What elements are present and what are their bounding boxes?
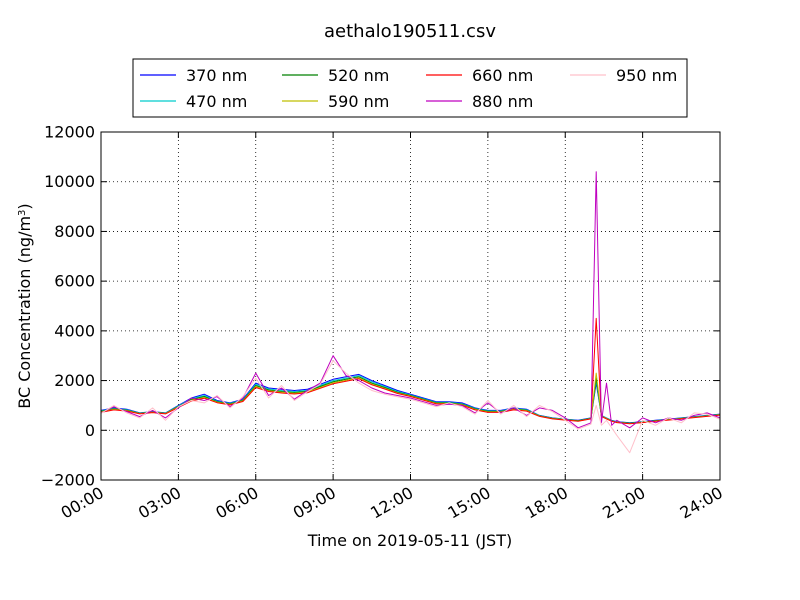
y-tick-label: 12000 [44,123,95,142]
x-axis-label: Time on 2019-05-11 (JST) [307,531,512,550]
legend-label: 590 nm [328,92,389,111]
x-tick-label: 09:00 [290,483,339,523]
chart-title: aethalo190511.csv [324,21,496,42]
x-tick-label: 24:00 [677,483,726,523]
y-axis-label: BC Concentration (ng/m3) [15,203,34,408]
plot-series [100,171,721,454]
y-tick-label: −2000 [41,471,95,490]
series-line-950-nm [100,360,721,454]
y-tick-label: 2000 [54,371,95,390]
series-line-880-nm [100,171,721,429]
y-tick-label: 10000 [44,172,95,191]
x-tick-label: 03:00 [135,483,184,523]
legend-label: 470 nm [186,92,247,111]
series-line-660-nm [100,317,721,425]
legend-label: 880 nm [472,92,533,111]
legend: 370 nm 470 nm 520 nm 590 nm 660 nm 880 nm 950 … [132,58,688,118]
y-tick-label: 0 [85,421,95,440]
x-tick-label: 21:00 [599,483,648,523]
y-tick-label: 4000 [54,321,95,340]
x-tick-label: 12:00 [367,483,416,523]
x-tick-label: 15:00 [444,483,493,523]
grid-lines [100,131,721,481]
legend-label: 520 nm [328,66,389,85]
y-tick-label: 8000 [54,222,95,241]
legend-label: 950 nm [616,66,677,85]
legend-label: 660 nm [472,66,533,85]
legend-label: 370 nm [186,66,247,85]
x-tick-label: 06:00 [212,483,261,523]
y-tick-label: 6000 [54,272,95,291]
x-tick-label: 18:00 [522,483,571,523]
axis-ticks: 00:00 03:00 06:00 09:00 12:00 15:00 18:00 21:00… [41,123,726,523]
legend-box [132,58,688,118]
